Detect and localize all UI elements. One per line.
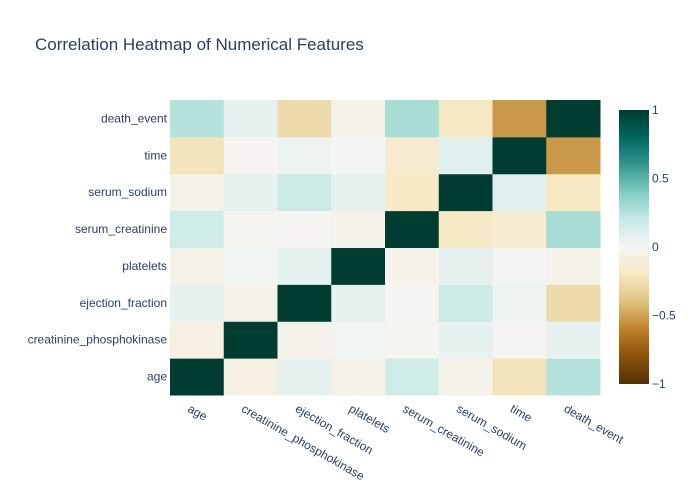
heatmap-cell-time-serum_sodium [438, 136, 493, 175]
heatmap-cell-serum_sodium-ejection_fraction [277, 173, 332, 212]
heatmap-cell-age-platelets [331, 358, 386, 396]
heatmap-cell-serum_creatinine-serum_creatinine [385, 210, 440, 248]
heatmap-cell-creatinine_phosphokinase-death_event [546, 321, 601, 359]
heatmap-cell-time-time [492, 136, 547, 175]
colorbar: 1 0.5 0 −0.5 −1 [619, 103, 676, 391]
heatmap-cell-age-age [170, 358, 225, 396]
heatmap-cell-death_event-serum_creatinine [385, 100, 440, 138]
heatmap-cell-serum_sodium-time [492, 173, 547, 212]
heatmap-cell-serum_sodium-creatinine_phosphokinase [223, 173, 278, 212]
heatmap-cell-death_event-creatinine_phosphokinase [223, 100, 278, 138]
heatmap-cell-creatinine_phosphokinase-ejection_fraction [277, 321, 332, 359]
heatmap-cell-serum_sodium-platelets [331, 173, 386, 212]
y-tick-label-death_event: death_event [101, 111, 168, 125]
heatmap-cell-age-serum_sodium [438, 358, 493, 396]
y-axis-tick-labels: age creatinine_phosphokinase ejection_frac… [28, 111, 168, 383]
heatmap-cell-serum_creatinine-platelets [331, 210, 386, 248]
heatmap-cell-age-ejection_fraction [277, 358, 332, 396]
heatmap-cell-platelets-time [492, 247, 547, 285]
heatmap-cell-age-serum_creatinine [385, 358, 440, 396]
y-tick-label-platelets: platelets [122, 259, 167, 273]
heatmap-cell-serum_sodium-death_event [546, 173, 601, 212]
heatmap-cell-ejection_fraction-creatinine_phosphokinase [223, 284, 278, 322]
heatmap-cell-platelets-platelets [331, 247, 386, 285]
heatmap-cell-creatinine_phosphokinase-creatinine_phosphokinase [223, 321, 278, 359]
colorbar-tick-label: −0.5 [652, 309, 676, 323]
heatmap-cell-age-creatinine_phosphokinase [223, 358, 278, 396]
heatmap-cell-death_event-serum_sodium [438, 100, 493, 138]
heatmap-cell-serum_sodium-age [170, 173, 225, 212]
heatmap-cell-platelets-death_event [546, 247, 601, 285]
y-tick-label-serum_sodium: serum_sodium [88, 185, 167, 199]
heatmap-cell-creatinine_phosphokinase-time [492, 321, 547, 359]
heatmap-cell-ejection_fraction-time [492, 284, 547, 322]
heatmap-cell-serum_sodium-serum_sodium [438, 173, 493, 212]
heatmap-cell-serum_creatinine-age [170, 210, 225, 248]
heatmap-cell-time-creatinine_phosphokinase [223, 136, 278, 175]
heatmap-cell-platelets-creatinine_phosphokinase [223, 247, 278, 285]
heatmap-cell-ejection_fraction-platelets [331, 284, 386, 322]
heatmap-cell-death_event-time [492, 100, 547, 138]
heatmap-cell-serum_creatinine-death_event [546, 210, 601, 248]
heatmap-cell-death_event-age [170, 100, 225, 138]
y-tick-label-creatinine_phosphokinase: creatinine_phosphokinase [28, 333, 168, 347]
heatmap-cells [170, 100, 601, 396]
heatmap-cell-ejection_fraction-serum_creatinine [385, 284, 440, 322]
heatmap-cell-time-age [170, 136, 225, 175]
heatmap-cell-serum_sodium-serum_creatinine [385, 173, 440, 212]
heatmap-cell-age-death_event [546, 358, 601, 396]
heatmap-cell-creatinine_phosphokinase-serum_creatinine [385, 321, 440, 359]
heatmap-cell-serum_creatinine-ejection_fraction [277, 210, 332, 248]
y-tick-label-ejection_fraction: ejection_fraction [80, 296, 167, 310]
colorbar-tick-label: −1 [652, 377, 666, 391]
heatmap-cell-time-death_event [546, 136, 601, 175]
heatmap-cell-death_event-platelets [331, 100, 386, 138]
heatmap-cell-platelets-serum_sodium [438, 247, 493, 285]
colorbar-tick-label: 1 [652, 103, 659, 117]
colorbar-tick-label: 0 [652, 240, 659, 254]
heatmap-cell-creatinine_phosphokinase-platelets [331, 321, 386, 359]
heatmap-cell-ejection_fraction-age [170, 284, 225, 322]
colorbar-gradient [619, 110, 649, 384]
heatmap-cell-age-time [492, 358, 547, 396]
heatmap-cell-creatinine_phosphokinase-serum_sodium [438, 321, 493, 359]
heatmap-cell-time-serum_creatinine [385, 136, 440, 175]
y-tick-label-age: age [147, 370, 167, 384]
heatmap-cell-platelets-ejection_fraction [277, 247, 332, 285]
heatmap-cell-ejection_fraction-death_event [546, 284, 601, 322]
heatmap-cell-platelets-age [170, 247, 225, 285]
heatmap-cell-ejection_fraction-serum_sodium [438, 284, 493, 322]
colorbar-tick-label: 0.5 [652, 172, 669, 186]
heatmap-cell-time-ejection_fraction [277, 136, 332, 175]
heatmap-cell-creatinine_phosphokinase-age [170, 321, 225, 359]
heatmap-cell-serum_creatinine-serum_sodium [438, 210, 493, 248]
heatmap-cell-ejection_fraction-ejection_fraction [277, 284, 332, 322]
y-tick-label-time: time [144, 148, 167, 162]
heatmap-cell-serum_creatinine-time [492, 210, 547, 248]
y-tick-label-serum_creatinine: serum_creatinine [75, 222, 167, 236]
heatmap-cell-platelets-serum_creatinine [385, 247, 440, 285]
chart-title: Correlation Heatmap of Numerical Feature… [35, 35, 364, 54]
heatmap-cell-death_event-ejection_fraction [277, 100, 332, 138]
heatmap-cell-time-platelets [331, 136, 386, 175]
heatmap-cell-serum_creatinine-creatinine_phosphokinase [223, 210, 278, 248]
heatmap-cell-death_event-death_event [546, 100, 601, 138]
